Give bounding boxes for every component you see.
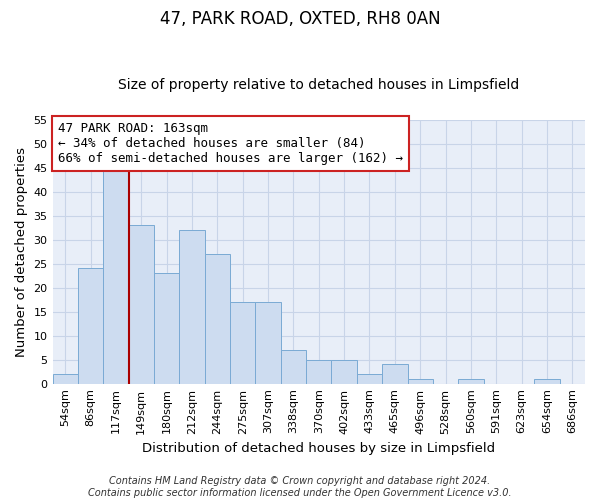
Text: Contains HM Land Registry data © Crown copyright and database right 2024.
Contai: Contains HM Land Registry data © Crown c… <box>88 476 512 498</box>
Title: Size of property relative to detached houses in Limpsfield: Size of property relative to detached ho… <box>118 78 520 92</box>
Bar <box>230 302 256 384</box>
Bar <box>306 360 331 384</box>
Bar <box>534 379 560 384</box>
X-axis label: Distribution of detached houses by size in Limpsfield: Distribution of detached houses by size … <box>142 442 496 455</box>
Bar <box>53 374 78 384</box>
Bar <box>205 254 230 384</box>
Y-axis label: Number of detached properties: Number of detached properties <box>15 146 28 356</box>
Bar <box>407 379 433 384</box>
Text: 47, PARK ROAD, OXTED, RH8 0AN: 47, PARK ROAD, OXTED, RH8 0AN <box>160 10 440 28</box>
Bar <box>382 364 407 384</box>
Bar <box>281 350 306 384</box>
Text: 47 PARK ROAD: 163sqm
← 34% of detached houses are smaller (84)
66% of semi-detac: 47 PARK ROAD: 163sqm ← 34% of detached h… <box>58 122 403 165</box>
Bar <box>128 225 154 384</box>
Bar <box>179 230 205 384</box>
Bar <box>78 268 103 384</box>
Bar <box>103 163 128 384</box>
Bar <box>154 273 179 384</box>
Bar <box>357 374 382 384</box>
Bar <box>331 360 357 384</box>
Bar <box>256 302 281 384</box>
Bar <box>458 379 484 384</box>
